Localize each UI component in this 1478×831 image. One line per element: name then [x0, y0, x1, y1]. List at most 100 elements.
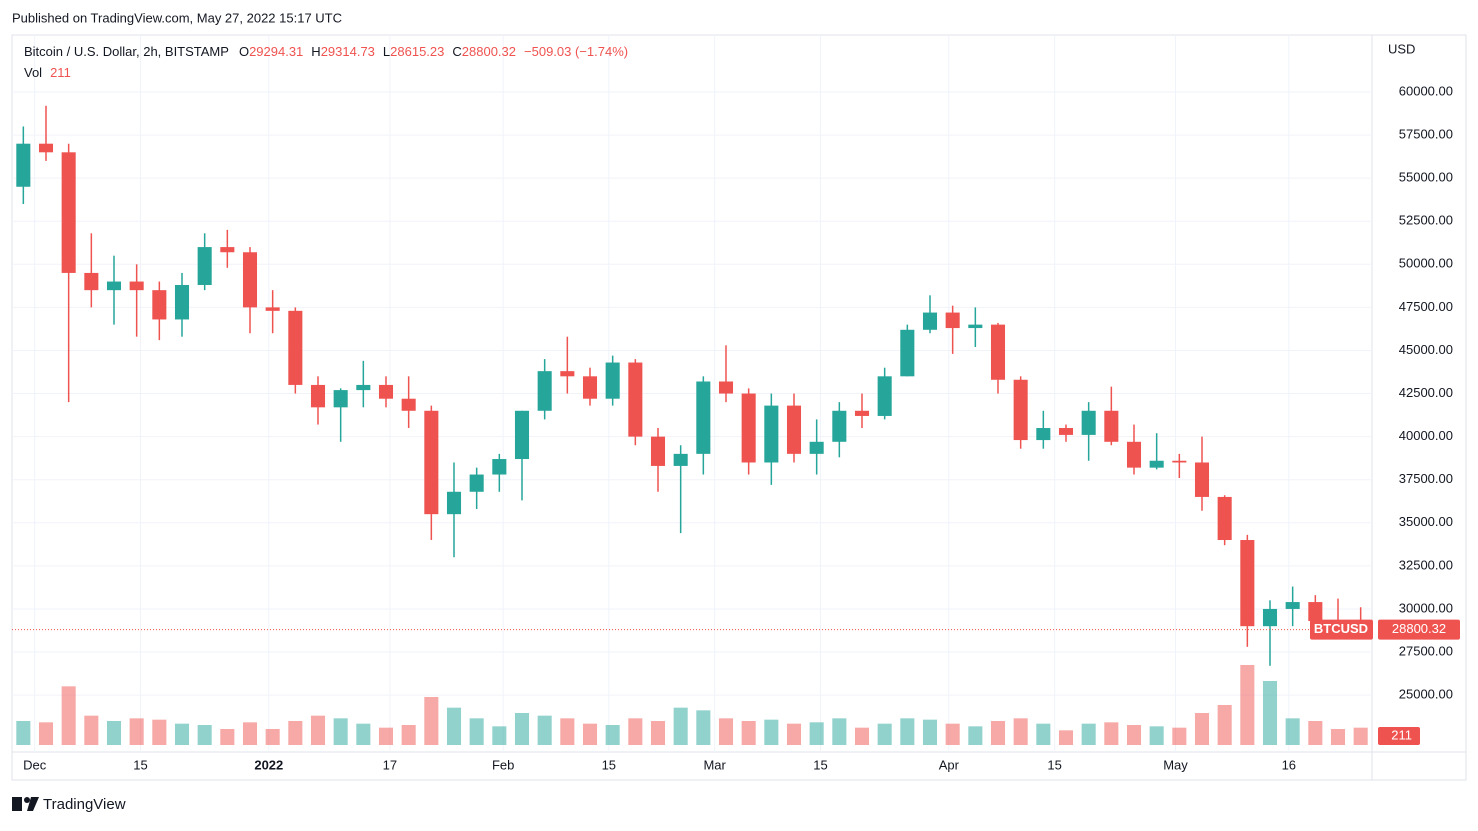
x-tick-label: Apr — [939, 757, 960, 772]
candle-body — [696, 381, 711, 454]
candle-body — [1262, 608, 1278, 627]
volume-bar — [990, 721, 1006, 745]
x-tick-label: Dec — [23, 757, 47, 772]
candle-body — [106, 281, 122, 291]
y-tick-label: 30000.00 — [1399, 600, 1453, 615]
volume-bar — [446, 707, 462, 745]
x-tick-label: 15 — [133, 757, 147, 772]
volume-bar — [628, 718, 643, 745]
volume-pane — [16, 665, 1368, 745]
volume-bar — [832, 718, 847, 745]
volume-bar — [673, 707, 688, 745]
x-tick-label: 15 — [602, 757, 616, 772]
candle-body — [650, 436, 666, 466]
y-tick-label: 32500.00 — [1399, 557, 1453, 572]
candle-body — [1149, 460, 1164, 468]
candle-body — [197, 247, 212, 285]
candle-body — [673, 453, 688, 466]
y-tick-label: 52500.00 — [1399, 213, 1453, 228]
candle-body — [174, 284, 190, 320]
volume-bar — [356, 723, 371, 745]
volume-bar — [605, 725, 620, 745]
volume-bar — [1058, 730, 1074, 745]
brand[interactable]: TradingView — [43, 796, 126, 813]
candle-body — [854, 410, 870, 416]
y-tick-label: 37500.00 — [1399, 471, 1453, 486]
volume-bar — [106, 721, 122, 745]
candle-body — [378, 384, 394, 399]
candle-body — [1126, 441, 1142, 468]
logo-shape — [27, 797, 39, 811]
candle-body — [38, 143, 54, 153]
chart-frame — [11, 34, 1467, 781]
axes: 25000.00 27500.00 30000.00 32500.00 35000.00… — [12, 83, 1460, 772]
candle-body — [310, 384, 326, 408]
candle-body — [1194, 462, 1210, 497]
low-value: 28615.23 — [390, 44, 444, 59]
volume-bar — [1240, 665, 1255, 745]
y-tick-label: 55000.00 — [1399, 170, 1453, 185]
volume-bar — [786, 723, 802, 745]
candles — [16, 105, 1368, 666]
open-label: O — [239, 44, 249, 59]
candle-body — [401, 398, 416, 411]
candle-body — [514, 410, 530, 460]
volume-bar — [741, 721, 756, 745]
candle-body — [900, 329, 915, 377]
x-tick-label: 16 — [1282, 757, 1296, 772]
candle-body — [945, 312, 960, 329]
candle-body — [1172, 460, 1187, 463]
candle-body — [922, 312, 938, 330]
volume-bar — [1353, 727, 1368, 745]
y-tick-label: 47500.00 — [1399, 299, 1453, 314]
candle-body — [61, 152, 76, 273]
price-tag-bg — [1378, 619, 1460, 640]
volume-bar — [152, 719, 167, 745]
candle-body — [356, 384, 371, 391]
candle-body — [809, 441, 824, 454]
symbol-tag-bg — [1310, 619, 1373, 640]
candle-body — [16, 143, 31, 187]
y-tick-label: 50000.00 — [1399, 256, 1453, 271]
candle-body — [1240, 540, 1255, 627]
volume-bar — [945, 723, 960, 745]
symbol-tag: BTCUSD — [1314, 621, 1368, 636]
logo-dot — [24, 797, 30, 803]
volume-bar — [650, 721, 666, 745]
volume-bar — [401, 725, 416, 745]
candle-body — [1058, 428, 1074, 435]
y-tick-label: 25000.00 — [1399, 687, 1453, 702]
volume-bar — [310, 715, 326, 745]
volume-bar — [1149, 726, 1164, 745]
x-tick-label: 15 — [813, 757, 827, 772]
candle-body — [537, 371, 552, 411]
candle-body — [1285, 602, 1300, 609]
candle-body — [560, 371, 575, 377]
volume-bar — [1172, 727, 1187, 745]
volume-bar — [1126, 725, 1142, 745]
x-tick-label: Feb — [492, 757, 514, 772]
volume-bar — [61, 686, 76, 745]
candle-body — [1081, 410, 1096, 435]
change-value: −509.03 (−1.74%) — [524, 44, 628, 59]
volume-bar — [469, 718, 484, 745]
volume-bar — [582, 723, 598, 745]
volume-bar — [265, 729, 280, 745]
candle-body — [288, 310, 303, 385]
volume-bar — [197, 725, 212, 745]
x-tick-label: Mar — [703, 757, 726, 772]
y-tick-label: 42500.00 — [1399, 385, 1453, 400]
candle-body — [333, 390, 348, 408]
volume-bar — [900, 718, 915, 745]
candle-body — [764, 405, 779, 463]
volume-bar — [514, 713, 530, 745]
close-label: C — [452, 44, 461, 59]
volume-bar — [16, 721, 31, 745]
volume-bar — [333, 718, 348, 745]
volume-bar — [877, 723, 892, 745]
legend-title: Bitcoin / U.S. Dollar, 2h, BITSTAMP O2929… — [24, 44, 628, 59]
volume-bar — [84, 715, 99, 745]
close-value: 28800.32 — [462, 44, 516, 59]
